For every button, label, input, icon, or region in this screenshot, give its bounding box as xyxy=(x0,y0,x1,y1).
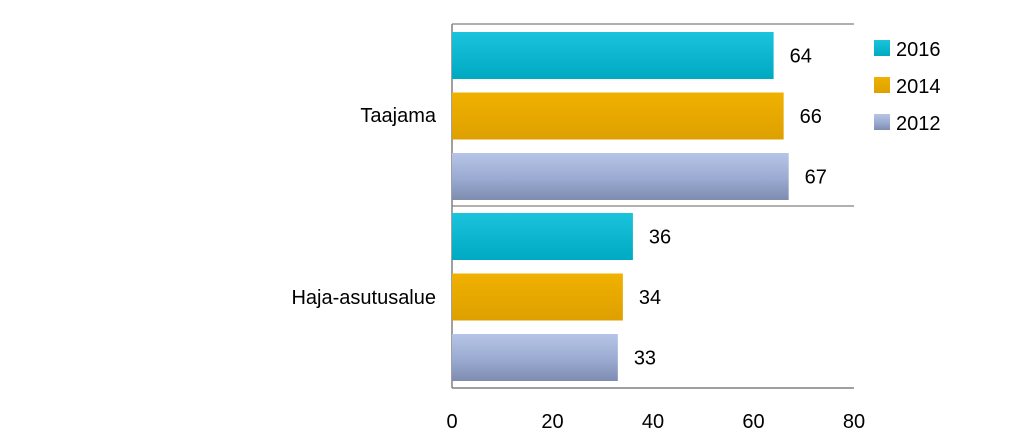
value-labels-group: 64 66 67 36 34 33 xyxy=(634,46,827,370)
bar-taajama-2016 xyxy=(452,32,774,79)
value-label-taajama-2016: 64 xyxy=(790,46,812,68)
value-label-taajama-2014: 66 xyxy=(800,106,822,128)
category-label-taajama: Taajama xyxy=(360,105,436,127)
value-label-taajama-2012: 67 xyxy=(805,167,827,189)
bar-taajama-2012 xyxy=(452,153,789,200)
legend: 2016 2014 2012 xyxy=(874,39,941,135)
x-tick-label: 20 xyxy=(541,411,563,433)
value-label-haja-asutusalue-2014: 34 xyxy=(639,287,661,309)
bar-haja-asutusalue-2016 xyxy=(452,213,633,260)
x-tick-label: 40 xyxy=(642,411,664,433)
x-tick-label: 60 xyxy=(742,411,764,433)
plot-frame xyxy=(451,23,854,389)
bars-group xyxy=(452,32,789,381)
value-label-haja-asutusalue-2016: 36 xyxy=(649,227,671,249)
x-tick-label: 80 xyxy=(843,411,865,433)
x-tick-labels: 0 20 40 60 80 xyxy=(446,411,865,433)
bar-haja-asutusalue-2012 xyxy=(452,334,618,381)
category-label-haja-asutusalue: Haja-asutusalue xyxy=(291,287,436,309)
value-label-haja-asutusalue-2012: 33 xyxy=(634,348,656,370)
x-tick-label: 0 xyxy=(446,411,457,433)
bar-taajama-2014 xyxy=(452,92,784,140)
legend-swatch-2016 xyxy=(874,40,890,56)
legend-swatch-2012 xyxy=(874,114,890,130)
bar-haja-asutusalue-2014 xyxy=(452,273,623,321)
category-labels: Taajama Haja-asutusalue xyxy=(291,105,436,309)
legend-swatch-2014 xyxy=(874,77,890,93)
legend-label-2012: 2012 xyxy=(896,113,941,135)
legend-label-2014: 2014 xyxy=(896,76,941,98)
legend-label-2016: 2016 xyxy=(896,39,941,61)
